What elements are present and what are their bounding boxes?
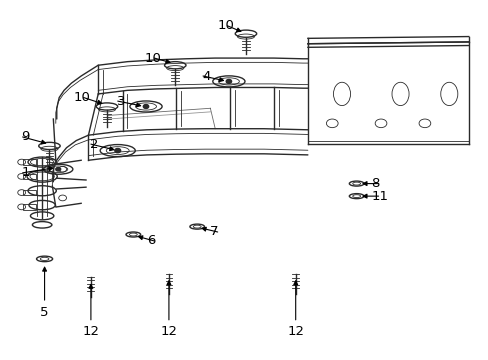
Text: 12: 12 — [286, 325, 304, 338]
Bar — [22, 159, 36, 165]
Circle shape — [56, 167, 61, 171]
Bar — [22, 174, 36, 179]
Text: 6: 6 — [147, 234, 155, 247]
Text: 8: 8 — [370, 177, 379, 190]
Text: 1: 1 — [21, 166, 30, 179]
Text: 10: 10 — [144, 51, 161, 64]
Bar — [22, 204, 36, 210]
Circle shape — [115, 148, 121, 153]
Text: 5: 5 — [40, 306, 49, 319]
Text: 3: 3 — [116, 95, 125, 108]
Text: 2: 2 — [89, 138, 98, 150]
Text: 9: 9 — [21, 130, 30, 144]
Text: 11: 11 — [370, 190, 387, 203]
Circle shape — [226, 80, 231, 84]
Text: 12: 12 — [160, 325, 177, 338]
Text: 10: 10 — [218, 19, 234, 32]
Text: 4: 4 — [202, 69, 210, 82]
Text: 12: 12 — [82, 325, 99, 338]
Circle shape — [143, 104, 148, 108]
Text: 10: 10 — [74, 91, 91, 104]
Text: 7: 7 — [210, 225, 219, 238]
Bar — [22, 190, 36, 195]
